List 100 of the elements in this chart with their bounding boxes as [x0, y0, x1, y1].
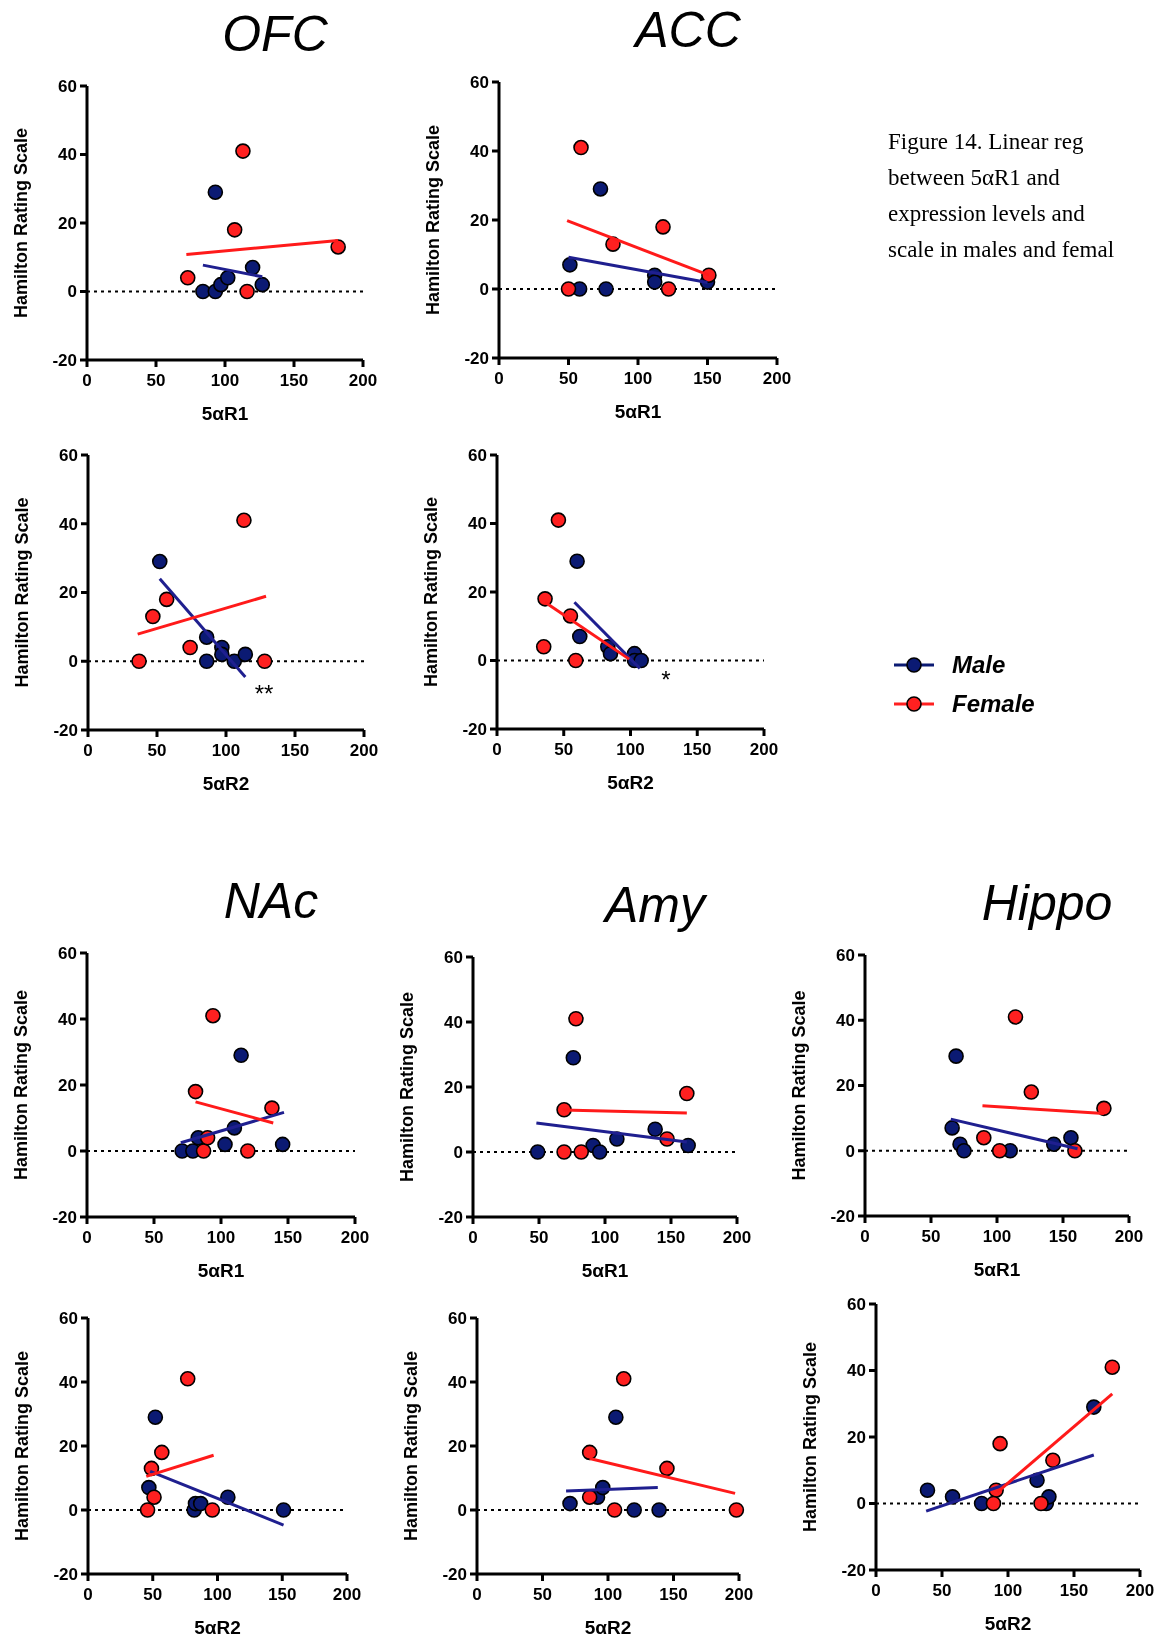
y-tick-label: -20: [53, 1564, 78, 1584]
y-tick-label: 60: [468, 445, 487, 465]
point: [569, 553, 585, 569]
point: [535, 639, 552, 655]
point: [235, 143, 251, 159]
point: [606, 1502, 623, 1518]
point: [274, 1136, 291, 1153]
point: [237, 646, 254, 663]
x-tick-label: 50: [147, 741, 167, 760]
x-tick-label: 100: [206, 1228, 236, 1247]
x-tick-label: 50: [932, 1581, 952, 1600]
point: [647, 1121, 663, 1138]
x-tick-label: 100: [623, 369, 653, 388]
point: [145, 608, 161, 625]
point: [179, 1371, 196, 1387]
point: [655, 219, 671, 235]
point: [680, 1137, 696, 1154]
point: [976, 1129, 992, 1146]
x-tick-label: 50: [921, 1227, 941, 1246]
y-tick-label: 0: [67, 1141, 77, 1161]
y-axis-title: Hamilton Rating Scale: [11, 989, 31, 1181]
x-tick-label: 100: [982, 1227, 1012, 1246]
x-tick-label: 150: [659, 1585, 688, 1604]
point: [615, 1371, 632, 1387]
text: expression levels and: [888, 201, 1086, 226]
legend-label: Female: [952, 690, 1035, 718]
x-axis-title: 5αR2: [607, 772, 654, 793]
y-tick-label: 40: [468, 514, 487, 534]
y-tick-label: 60: [59, 1308, 78, 1328]
point: [919, 1482, 936, 1498]
point: [187, 1083, 204, 1100]
point: [1104, 1359, 1121, 1375]
y-tick-label: 20: [444, 1077, 463, 1097]
point: [556, 1144, 572, 1160]
y-tick-label: 60: [470, 72, 489, 92]
y-tick-label: 20: [58, 1075, 77, 1095]
point: [956, 1142, 972, 1159]
point: [626, 1502, 642, 1518]
point: [728, 1502, 745, 1518]
chart-title: NAc: [223, 873, 319, 929]
x-axis-title: 5αR1: [197, 1260, 245, 1281]
point: [256, 653, 273, 670]
point: [560, 281, 577, 297]
point: [244, 259, 261, 276]
x-tick-label: 100: [993, 1581, 1023, 1600]
point: [330, 239, 346, 255]
point: [581, 1444, 598, 1461]
point: [239, 283, 255, 300]
x-tick-label: 0: [871, 1581, 881, 1600]
y-tick-label: 0: [67, 282, 77, 302]
point: [275, 1502, 292, 1518]
x-axis-title: 5αR2: [584, 1617, 632, 1638]
x-tick-label: 100: [593, 1585, 623, 1604]
point: [1045, 1452, 1061, 1469]
y-tick-label: 0: [68, 1500, 78, 1520]
point: [1033, 1495, 1049, 1512]
point: [992, 1435, 1008, 1452]
x-tick-label: 100: [203, 1585, 232, 1604]
point: [204, 1502, 221, 1518]
x-tick-label: 150: [693, 369, 722, 388]
point: [529, 1144, 546, 1160]
y-tick-label: 40: [448, 1372, 467, 1392]
x-axis-title: 5αR1: [973, 1259, 1021, 1280]
point: [660, 281, 677, 297]
point: [985, 1495, 1002, 1512]
y-axis-title: Hamilton Rating Scale: [789, 990, 809, 1181]
y-tick-label: 60: [58, 943, 77, 963]
x-tick-label: 100: [590, 1228, 620, 1247]
caption: Figure 14. Linear reg: [888, 129, 1084, 154]
y-tick-label: -20: [462, 719, 487, 739]
x-axis-title: 5αR1: [614, 401, 662, 422]
point: [1023, 1084, 1040, 1100]
y-tick-label: -20: [53, 720, 78, 740]
y-tick-label: 20: [470, 210, 489, 230]
x-tick-label: 100: [210, 371, 240, 390]
point: [591, 1144, 608, 1160]
point: [944, 1120, 960, 1136]
annotation: **: [254, 680, 274, 708]
x-tick-label: 100: [211, 741, 241, 760]
x-tick-label: 50: [146, 371, 166, 390]
y-tick-label: 0: [68, 652, 78, 672]
y-axis-title: Hamilton Rating Scale: [12, 1350, 32, 1542]
x-axis-title: 5αR2: [984, 1613, 1032, 1634]
point: [991, 1142, 1008, 1159]
chart-title: OFC: [222, 6, 329, 62]
x-tick-label: 200: [348, 371, 378, 390]
y-axis-title: Hamilton Rating Scale: [800, 1341, 820, 1533]
y-tick-label: 0: [479, 279, 489, 299]
x-tick-label: 50: [144, 1228, 164, 1247]
point: [567, 652, 584, 669]
y-tick-label: 0: [477, 651, 487, 671]
x-tick-label: 200: [1125, 1581, 1155, 1600]
point: [608, 1409, 624, 1425]
y-tick-label: -20: [438, 1207, 463, 1227]
x-tick-label: 200: [749, 740, 779, 759]
x-axis-title: 5αR2: [202, 773, 250, 794]
text: scale in males and femal: [888, 237, 1115, 262]
x-axis-title: 5αR2: [194, 1617, 241, 1638]
point: [205, 1007, 221, 1024]
x-tick-label: 200: [340, 1228, 370, 1247]
